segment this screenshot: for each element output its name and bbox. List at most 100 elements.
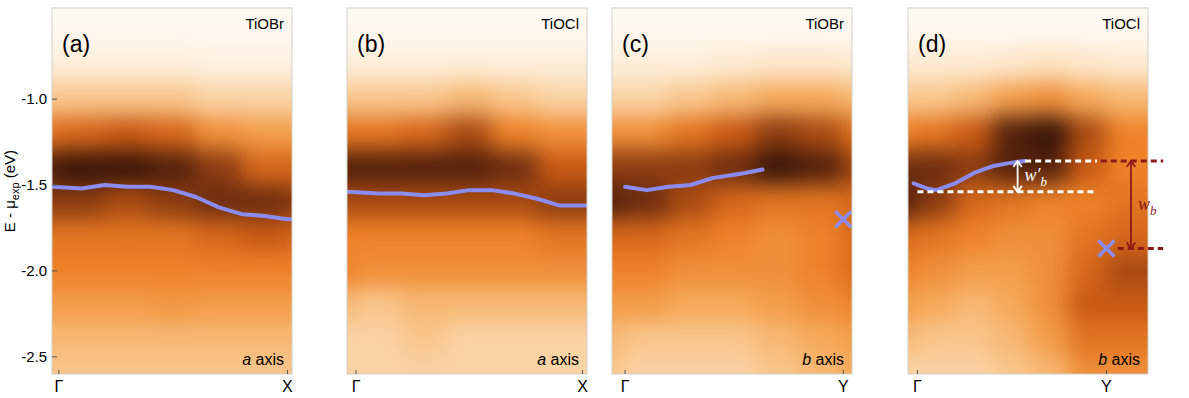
heatmap-cell	[993, 253, 1032, 288]
axis-direction-suffix: axis	[546, 351, 579, 368]
heatmap-cell	[446, 322, 492, 357]
heatmap-cell	[917, 116, 956, 151]
heatmap-cell	[537, 150, 583, 185]
x-tick	[287, 370, 288, 374]
heatmap-cell	[241, 13, 288, 48]
heatmap-cell	[52, 81, 59, 116]
heatmap-cell	[712, 253, 757, 288]
heatmap-cell	[993, 184, 1032, 219]
heatmap-cell	[712, 184, 757, 219]
heatmap-cell	[104, 13, 151, 48]
heatmap-cell	[491, 322, 537, 357]
heatmap-cell	[843, 47, 852, 82]
heatmap-cell	[712, 116, 757, 151]
heatmap-cell	[908, 47, 918, 82]
heatmap-cell	[1144, 253, 1148, 288]
heatmap-cell	[1144, 116, 1148, 151]
x-tick	[58, 370, 59, 374]
heatmap-cell	[356, 150, 402, 185]
heatmap-cell	[756, 253, 801, 288]
axis-direction-suffix: axis	[1107, 351, 1140, 368]
heatmap-cell	[612, 81, 626, 116]
heatmap-cell	[491, 81, 537, 116]
heatmap-cell	[196, 116, 243, 151]
heatmap-cell	[582, 47, 587, 82]
heatmap-cell	[356, 356, 402, 374]
heatmap-cell	[356, 253, 402, 288]
heatmap-cell	[993, 288, 1032, 323]
heatmap-cell	[537, 116, 583, 151]
heatmap-cell	[1030, 184, 1069, 219]
heatmap-cell	[491, 253, 537, 288]
page: {"chart_data": [ {"type": "heatmap", "pa…	[0, 0, 1189, 398]
heatmap-cell	[843, 288, 852, 323]
heatmap-cell	[537, 288, 583, 323]
heatmap-cell	[287, 322, 292, 357]
heatmap-cell	[196, 356, 243, 374]
heatmap-cell	[668, 253, 713, 288]
heatmap-cell	[52, 13, 59, 48]
band-line	[347, 190, 587, 205]
y-axis-title-main: E - μ	[1, 200, 18, 232]
heatmap-cell	[196, 81, 243, 116]
heatmap-cell	[58, 219, 105, 254]
heatmap-cell	[446, 81, 492, 116]
heatmap-cell	[446, 253, 492, 288]
arrow-head	[1127, 161, 1136, 167]
arrow-label: wb	[1138, 194, 1157, 218]
arrow-label-sub: b	[1041, 174, 1048, 189]
heatmap-cell	[908, 13, 918, 48]
heatmap-cell	[668, 219, 713, 254]
heatmap-cell	[1030, 219, 1069, 254]
heatmap-cell	[241, 219, 288, 254]
y-tick-label: -1.5	[21, 176, 47, 193]
heatmap-cell	[908, 322, 918, 357]
heatmap-cell	[756, 47, 801, 82]
heatmap-cell	[446, 219, 492, 254]
heatmap-cell	[756, 356, 801, 374]
y-tick	[52, 184, 57, 185]
arrow-label-main: w′	[1025, 165, 1042, 185]
heatmap-cell	[1106, 288, 1145, 323]
x-tick-label: Γ	[621, 378, 630, 395]
heatmap-cell	[58, 356, 105, 374]
heatmap-cell	[612, 116, 626, 151]
arrow-head	[1013, 161, 1022, 167]
panel-letter: (b)	[357, 31, 385, 57]
heatmap-cell	[582, 253, 587, 288]
heatmap-cell	[668, 13, 713, 48]
heatmap-cell	[756, 184, 801, 219]
heatmap-cell	[347, 13, 357, 48]
heatmap-cell	[356, 219, 402, 254]
heatmap-cell	[1144, 81, 1148, 116]
heatmap-cell	[625, 81, 670, 116]
heatmap-cell	[401, 81, 447, 116]
axis-direction: b axis	[1098, 351, 1140, 368]
panel-letter: (a)	[62, 31, 90, 57]
x-tick	[582, 370, 583, 374]
heatmap-cell	[491, 47, 537, 82]
heatmap-cell	[1144, 13, 1148, 48]
heatmap-cell	[582, 150, 587, 185]
plot-area	[612, 8, 852, 374]
heatmap-cell	[712, 322, 757, 357]
heatmap-cell	[917, 356, 956, 374]
heatmap-cell	[1106, 150, 1145, 185]
arrow-label-sub: b	[1150, 203, 1157, 218]
heatmap-cell	[287, 116, 292, 151]
heatmap-cell	[1068, 13, 1107, 48]
panel-title: TiOBr	[245, 15, 284, 32]
heatmap-cell	[58, 81, 105, 116]
heatmap-cell	[612, 219, 626, 254]
heatmap-cell	[537, 47, 583, 82]
heatmap-cell	[537, 253, 583, 288]
heatmap-cell	[1030, 47, 1069, 82]
dashed-level	[1118, 247, 1163, 250]
y-axis-title-unit: (eV)	[1, 150, 18, 183]
x-tick	[843, 370, 844, 374]
heatmap-cell	[917, 81, 956, 116]
heatmap-cell	[150, 219, 197, 254]
heatmap-cell	[104, 116, 151, 151]
plot-background	[52, 8, 292, 374]
heatmap-cell	[668, 47, 713, 82]
